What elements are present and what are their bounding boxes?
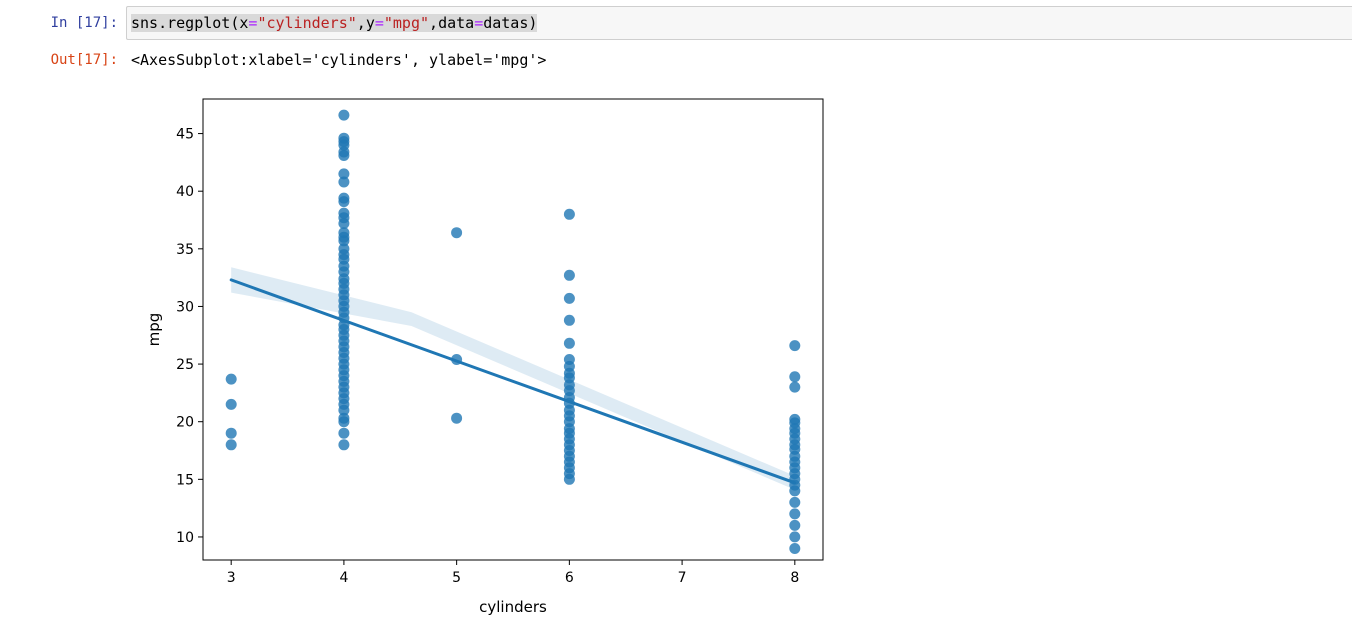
axes-frame [202,98,824,561]
scatter-point [338,196,350,208]
scatter-point [789,496,801,508]
scatter-point [563,269,575,281]
code-eq-2: = [374,14,384,32]
x-tick-label: 5 [452,570,461,586]
y-tick-label: 10 [176,530,194,546]
scatter-point [225,373,237,385]
code-x-val: "cylinders" [257,14,357,32]
scatter-point [338,109,350,121]
y-tick-label: 30 [176,299,194,315]
scatter-point [789,381,801,393]
output-repr: <AxesSubplot:xlabel='cylinders', ylabel=… [131,51,547,69]
scatter-point [789,531,801,543]
x-tick-label: 3 [227,570,236,586]
code-x-kw: x [239,14,249,32]
scatter-point [338,168,350,180]
y-tick-label: 15 [176,472,194,488]
code-y-kw: y [365,14,375,32]
scatter-point [338,235,350,247]
code-line[interactable]: sns.regplot(x="cylinders",y="mpg",data=d… [131,13,538,33]
x-tick-label: 8 [790,570,799,586]
code-func: sns.regplot [131,14,231,32]
scatter-point [563,473,575,485]
scatter-point [789,519,801,531]
regression-line-layer [229,278,797,485]
scatter-point [789,340,801,352]
code-y-val: "mpg" [383,14,430,32]
code-data-kw: data [438,14,475,32]
scatter-point [451,412,463,424]
scatter-point [789,485,801,497]
y-tick-label: 45 [176,127,194,143]
plot-output: 3 4 5 6 7 8 10 15 20 25 30 35 40 45 cylinders mpg [130,88,850,623]
code-input-area[interactable]: sns.regplot(x="cylinders",y="mpg",data=d… [126,6,1352,40]
input-prompt: In [17]: [50,15,118,31]
x-tick-label: 4 [339,570,348,586]
code-data-val: datas [483,14,529,32]
scatter-point [563,314,575,326]
scatter-point [225,398,237,410]
scatter-point [451,227,463,239]
x-tick-label: 6 [565,570,574,586]
scatter-point [789,543,801,554]
scatter-point [338,439,350,451]
scatter-point [338,427,350,439]
scatter-point [338,416,350,428]
y-tick-label: 40 [176,184,194,200]
code-comma-2: , [429,14,439,32]
code-eq-1: = [248,14,258,32]
scatter-point [338,150,350,161]
y-tick-label: 25 [176,357,194,373]
code-paren-open: ( [230,14,240,32]
ci-band-layer [231,267,795,490]
scatter-point [563,292,575,304]
scatter-point [338,176,350,188]
scatter-point [225,439,237,451]
regression-line [229,278,797,485]
scatter-point [563,337,575,349]
scatter-point [225,427,237,439]
output-prompt: Out[17]: [50,52,118,68]
points-layer [225,109,801,554]
confidence-band [231,267,795,490]
code-selection: sns.regplot(x="cylinders",y="mpg",data=d… [131,14,538,32]
x-axis-label: cylinders [479,598,547,616]
scatter-point [789,508,801,520]
y-tick-label: 20 [176,415,194,431]
code-comma-1: , [356,14,366,32]
y-tick-label: 35 [176,242,194,258]
y-axis-label: mpg [145,313,163,347]
code-paren-close: ) [528,14,538,32]
scatter-point [789,371,801,383]
x-tick-label: 7 [678,570,687,586]
scatter-point [563,208,575,220]
scatter-point [338,404,350,416]
scatter-point [338,218,350,229]
code-eq-3: = [474,14,484,32]
